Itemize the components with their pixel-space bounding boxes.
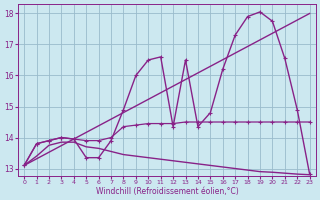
- X-axis label: Windchill (Refroidissement éolien,°C): Windchill (Refroidissement éolien,°C): [96, 187, 238, 196]
